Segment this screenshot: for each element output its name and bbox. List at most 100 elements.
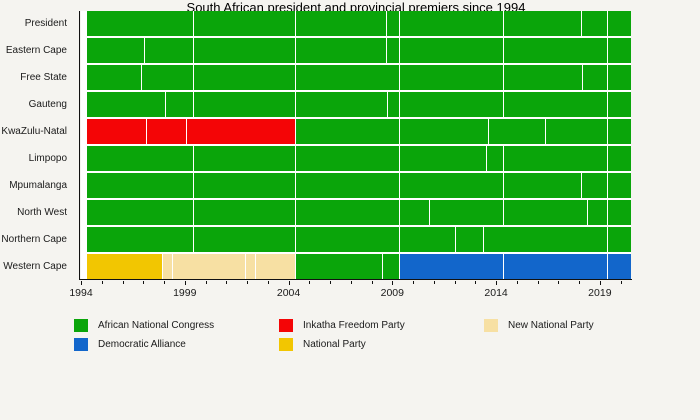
chart-row bbox=[81, 172, 631, 199]
bar-segment bbox=[194, 226, 296, 253]
bar-segment bbox=[194, 172, 296, 199]
chart-row bbox=[81, 64, 631, 91]
bar-segment bbox=[455, 226, 484, 253]
bar-segment bbox=[608, 172, 631, 199]
bar-segment bbox=[295, 118, 400, 145]
bar-segment bbox=[194, 91, 296, 118]
x-axis-minor-tick bbox=[371, 280, 373, 284]
bar-segment bbox=[87, 253, 163, 279]
x-axis-minor-tick bbox=[143, 280, 145, 284]
x-axis-minor-tick bbox=[433, 280, 435, 284]
x-axis-major-tick bbox=[184, 280, 186, 285]
legend-label: New National Party bbox=[508, 320, 594, 331]
row-label: Northern Cape bbox=[1, 233, 67, 245]
x-axis-minor-tick bbox=[558, 280, 560, 284]
bar-segment bbox=[608, 199, 631, 226]
row-label: President bbox=[24, 18, 67, 30]
bar-segment bbox=[400, 64, 505, 91]
bar-segment bbox=[545, 118, 609, 145]
x-axis-minor-tick bbox=[247, 280, 249, 284]
x-axis-minor-tick bbox=[620, 280, 622, 284]
legend-label: Democratic Alliance bbox=[98, 339, 186, 350]
bar-segment bbox=[194, 199, 296, 226]
bar-segment bbox=[504, 145, 609, 172]
legend-entry: National Party bbox=[279, 337, 405, 352]
row-label: North West bbox=[17, 206, 67, 218]
legend: African National Congress Democratic Alli… bbox=[0, 318, 700, 360]
bar-segment bbox=[504, 64, 584, 91]
bar-segment bbox=[386, 37, 400, 64]
bar-segment bbox=[87, 226, 195, 253]
bar-segment bbox=[588, 199, 609, 226]
x-axis-minor-tick bbox=[205, 280, 207, 284]
x-axis-tick-label: 2014 bbox=[484, 287, 508, 299]
y-axis-spine bbox=[79, 11, 81, 280]
x-axis-minor-tick bbox=[267, 280, 269, 284]
y-axis-labels: President Eastern Cape Free State Gauteng Kw… bbox=[0, 11, 74, 279]
row-label: Limpopo bbox=[28, 152, 67, 164]
bar-segment bbox=[87, 37, 146, 64]
legend-label: African National Congress bbox=[98, 320, 215, 331]
bar-segment bbox=[608, 11, 631, 37]
bar-segment bbox=[583, 64, 609, 91]
bar-segment bbox=[173, 253, 246, 279]
x-axis-minor-tick bbox=[101, 280, 103, 284]
bar-segment bbox=[87, 172, 195, 199]
bar-segment bbox=[486, 145, 505, 172]
x-axis-minor-tick bbox=[226, 280, 228, 284]
legend-column: African National Congress Democratic Alli… bbox=[74, 318, 214, 352]
legend-column: New National Party bbox=[484, 318, 594, 333]
row-label: Mpumalanga bbox=[9, 179, 67, 191]
x-axis-minor-tick bbox=[350, 280, 352, 284]
bar-segment bbox=[400, 11, 505, 37]
bar-segment bbox=[483, 226, 609, 253]
row-label: Western Cape bbox=[3, 260, 67, 272]
bar-segment bbox=[400, 253, 505, 279]
chart-row bbox=[81, 226, 631, 253]
bar-segment bbox=[400, 145, 487, 172]
bar-segment bbox=[608, 64, 631, 91]
bar-segment bbox=[87, 64, 143, 91]
bar-segment bbox=[194, 11, 296, 37]
chart-row bbox=[81, 11, 631, 37]
x-axis-minor-tick bbox=[413, 280, 415, 284]
bar-segment bbox=[194, 37, 296, 64]
bar-segment bbox=[246, 253, 257, 279]
chart-row bbox=[81, 145, 631, 172]
chart-row bbox=[81, 118, 631, 145]
legend-label: National Party bbox=[303, 339, 366, 350]
bar-segment bbox=[488, 118, 546, 145]
bar-segment bbox=[608, 91, 631, 118]
bar-segment bbox=[145, 37, 195, 64]
x-axis-minor-tick bbox=[330, 280, 332, 284]
bar-segment bbox=[400, 226, 456, 253]
x-axis-major-tick bbox=[81, 280, 82, 285]
bar-segment bbox=[87, 11, 195, 37]
bar-segment bbox=[388, 91, 400, 118]
bar-segment bbox=[295, 64, 400, 91]
legend-swatch-icon bbox=[74, 338, 88, 351]
bar-segment bbox=[256, 253, 296, 279]
legend-swatch-icon bbox=[484, 319, 498, 332]
legend-entry: New National Party bbox=[484, 318, 594, 333]
bar-segment bbox=[295, 199, 400, 226]
bar-segment bbox=[382, 253, 400, 279]
x-axis-spine bbox=[79, 279, 632, 281]
row-label: Gauteng bbox=[28, 99, 67, 111]
bar-segment bbox=[87, 145, 195, 172]
bar-segment bbox=[295, 145, 400, 172]
x-axis-major-tick bbox=[599, 280, 601, 285]
x-axis-minor-tick bbox=[122, 280, 124, 284]
bar-segment bbox=[166, 91, 195, 118]
row-label: Free State bbox=[20, 72, 67, 84]
bar-segment bbox=[582, 172, 609, 199]
bar-segment bbox=[400, 37, 505, 64]
bar-segment bbox=[147, 118, 187, 145]
legend-entry: African National Congress bbox=[74, 318, 214, 333]
x-axis-tick-label: 2004 bbox=[276, 287, 301, 299]
bar-segment bbox=[87, 118, 148, 145]
bar-segment bbox=[87, 91, 167, 118]
x-axis-tick-label: 1999 bbox=[173, 287, 197, 299]
x-axis-minor-tick bbox=[537, 280, 539, 284]
x-axis-minor-tick bbox=[579, 280, 581, 284]
